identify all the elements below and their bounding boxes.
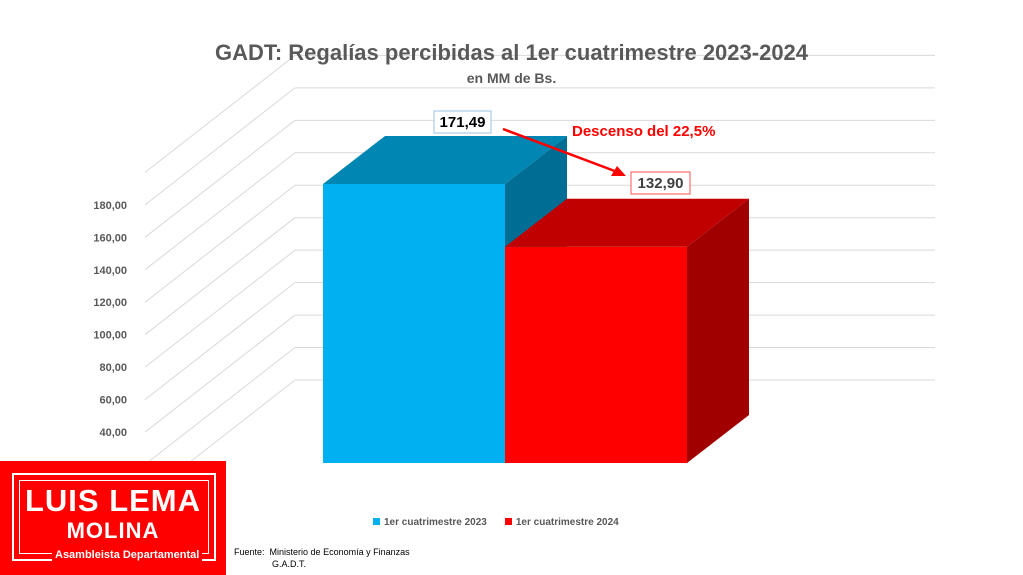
logo-name: LUIS LEMA — [24, 483, 202, 518]
y-tick-label: 60,00 — [99, 395, 127, 407]
gridline-side — [144, 217, 296, 336]
logo: LUIS LEMA MOLINA Asambleista Departament… — [0, 461, 226, 575]
bar-front — [323, 183, 505, 463]
arrow-line — [502, 127, 621, 175]
data-label-box — [630, 171, 691, 195]
logo-surname: MOLINA — [66, 518, 160, 543]
data-label: 132,90 — [638, 175, 684, 192]
bar-top — [323, 135, 567, 184]
y-tick-label: 40,00 — [99, 427, 127, 439]
arrow-head — [611, 166, 626, 176]
gridline-side — [144, 119, 296, 238]
legend-swatch — [504, 518, 512, 525]
gridline-side — [144, 249, 296, 368]
bar-side — [687, 198, 749, 463]
legend-swatch — [373, 518, 380, 525]
bar-front — [505, 246, 687, 463]
gridline-side — [144, 184, 296, 303]
legend-item-2024: 1er cuatrimestre 2024 — [504, 517, 619, 528]
gridline-side — [144, 282, 296, 401]
annotation-text: Descenso del 22,5% — [572, 123, 715, 140]
data-label: 171,49 — [440, 114, 486, 131]
chart-title: GADT: Regalías percibidas al 1er cuatrim… — [214, 40, 809, 65]
gridline-side — [144, 347, 296, 465]
source-note: Fuente: Ministerio de Economía y Finanza… — [234, 546, 410, 570]
gridline-side — [144, 55, 296, 173]
chart-subtitle: en MM de Bs. — [466, 70, 557, 86]
gridline-side — [144, 87, 296, 206]
legend-label: 1er cuatrimestre 2024 — [515, 517, 619, 528]
gridline-side — [144, 314, 296, 433]
y-tick-label: 180,00 — [93, 200, 127, 212]
bar-top — [505, 198, 749, 247]
y-tick-label: 120,00 — [93, 297, 127, 309]
y-tick-label: 140,00 — [93, 265, 127, 277]
y-tick-label: 160,00 — [93, 232, 127, 244]
y-tick-label: 80,00 — [99, 362, 127, 374]
legend-item-2023: 1er cuatrimestre 2023 — [373, 517, 487, 528]
source-label: Fuente: — [234, 547, 265, 557]
gridline-side — [144, 152, 296, 271]
y-tick-label: 100,00 — [93, 330, 127, 342]
source-line2: G.A.D.T. — [272, 559, 307, 569]
source-line1: Ministerio de Economía y Finanzas — [269, 547, 410, 557]
logo-role: Asambleista Departamental — [52, 549, 203, 561]
legend-label: 1er cuatrimestre 2023 — [384, 517, 487, 528]
data-label-box — [433, 110, 492, 134]
legend: 1er cuatrimestre 2023 1er cuatrimestre 2… — [373, 517, 619, 528]
